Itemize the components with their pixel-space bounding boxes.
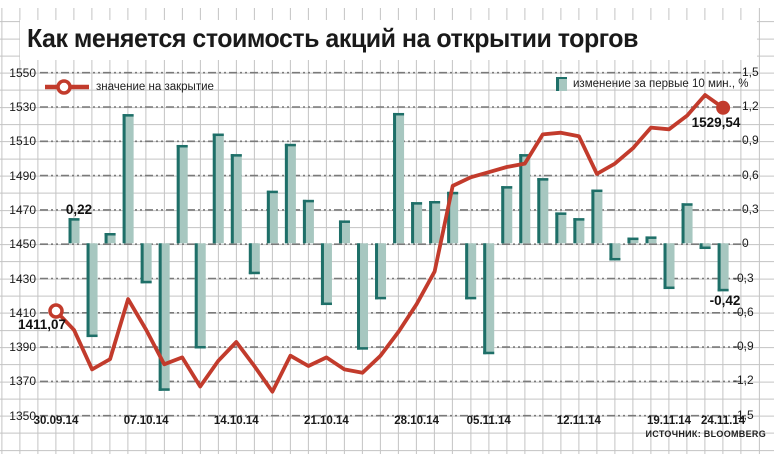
- x-tick: 21.10.14: [304, 415, 349, 427]
- annotation-first-bar: 0,22: [65, 202, 93, 217]
- bar: [375, 243, 387, 300]
- bar: [483, 243, 495, 355]
- y-left-tick: 1490: [9, 168, 36, 183]
- y-right-tick: -0,3: [733, 270, 754, 285]
- close-line-series: [48, 93, 731, 394]
- source-credit: ИСТОЧНИК: BLOOMBERG: [645, 429, 766, 439]
- bar: [68, 218, 80, 244]
- bar: [212, 133, 224, 244]
- x-tick: 19.11.14: [646, 415, 692, 427]
- x-tick: 07.10.14: [123, 415, 169, 427]
- y-left-tick: 1450: [9, 237, 36, 252]
- bar: [681, 203, 693, 244]
- legend-close-value: значение на закрытие: [44, 79, 214, 95]
- x-tick: 12.11.14: [556, 415, 601, 427]
- bar: [429, 200, 441, 244]
- y-left-tick: 1370: [9, 374, 36, 389]
- bar: [86, 243, 98, 338]
- annotation-last-close: 1529,54: [691, 115, 741, 130]
- bar: [519, 154, 531, 244]
- bar: [663, 243, 675, 290]
- bar: [320, 243, 332, 306]
- title-band: Как меняется стоимость акций на открытии…: [20, 20, 757, 60]
- y-left-tick: 1390: [9, 340, 36, 355]
- x-tick: 24.11.14: [701, 415, 746, 427]
- legend-open-change: изменение за первые 10 мин., %: [556, 76, 748, 91]
- bar: [284, 143, 296, 244]
- bar: [302, 199, 314, 244]
- y-left-tick: 1470: [9, 202, 36, 217]
- y-left-tick: 1510: [9, 134, 36, 149]
- bar: [248, 243, 260, 275]
- x-tick: 05.11.14: [466, 415, 511, 427]
- x-tick: 28.10.14: [394, 415, 439, 427]
- bar: [104, 233, 116, 244]
- y-left-tick: 1530: [9, 100, 36, 114]
- line-marker-icon: [45, 79, 89, 95]
- bar: [230, 154, 242, 244]
- bar: [266, 190, 278, 244]
- bar: [194, 243, 206, 349]
- y-right-tick: -1,5: [733, 407, 754, 422]
- chart-title: Как меняется стоимость акций на открытии…: [27, 23, 638, 53]
- y-right-tick: 0: [742, 236, 749, 251]
- bar: [609, 243, 621, 261]
- legend-open-change-label: изменение за первые 10 мин., %: [573, 77, 749, 90]
- y-right-tick: 1,5: [742, 64, 759, 79]
- bar: [393, 112, 405, 244]
- start-marker: [48, 303, 64, 319]
- bar: [537, 178, 549, 244]
- bar: [338, 220, 350, 244]
- bar: [555, 212, 567, 244]
- y-left-tick: 1550: [9, 65, 36, 80]
- bar: [699, 243, 711, 250]
- bar: [627, 237, 639, 244]
- bar-icon: [556, 77, 567, 91]
- bar: [591, 189, 603, 244]
- y-right-tick: 0,3: [742, 202, 759, 216]
- y-right-tick: 0,6: [742, 167, 759, 182]
- x-tick: 14.10.14: [213, 415, 259, 427]
- bars-series: [68, 112, 729, 391]
- end-marker: [716, 100, 731, 115]
- bar: [501, 186, 513, 244]
- y-right-tick: 0,9: [742, 133, 759, 148]
- annotation-first-close: 1411,07: [17, 317, 67, 332]
- annotation-last-bar: -0,42: [709, 293, 741, 308]
- y-right-tick: -0,6: [733, 304, 754, 319]
- bar: [717, 243, 729, 292]
- bar: [140, 243, 152, 284]
- y-right-tick: -1,2: [733, 373, 754, 388]
- bar: [573, 218, 585, 244]
- bar: [357, 243, 369, 350]
- legend-close-label: значение на закрытие: [96, 81, 214, 93]
- bar: [645, 236, 657, 244]
- bar: [158, 243, 170, 391]
- y-left-tick: 1350: [9, 408, 36, 423]
- y-right-tick: 1,2: [742, 99, 759, 114]
- bar: [411, 202, 423, 244]
- bar: [176, 144, 188, 244]
- y-left-tick: 1430: [9, 271, 36, 286]
- bar: [122, 114, 134, 244]
- close-line: [54, 93, 725, 394]
- bar: [465, 243, 477, 300]
- y-right-tick: -0,9: [733, 339, 754, 354]
- y-left-tick: 1410: [9, 305, 36, 320]
- x-tick: 30.09.14: [33, 415, 79, 427]
